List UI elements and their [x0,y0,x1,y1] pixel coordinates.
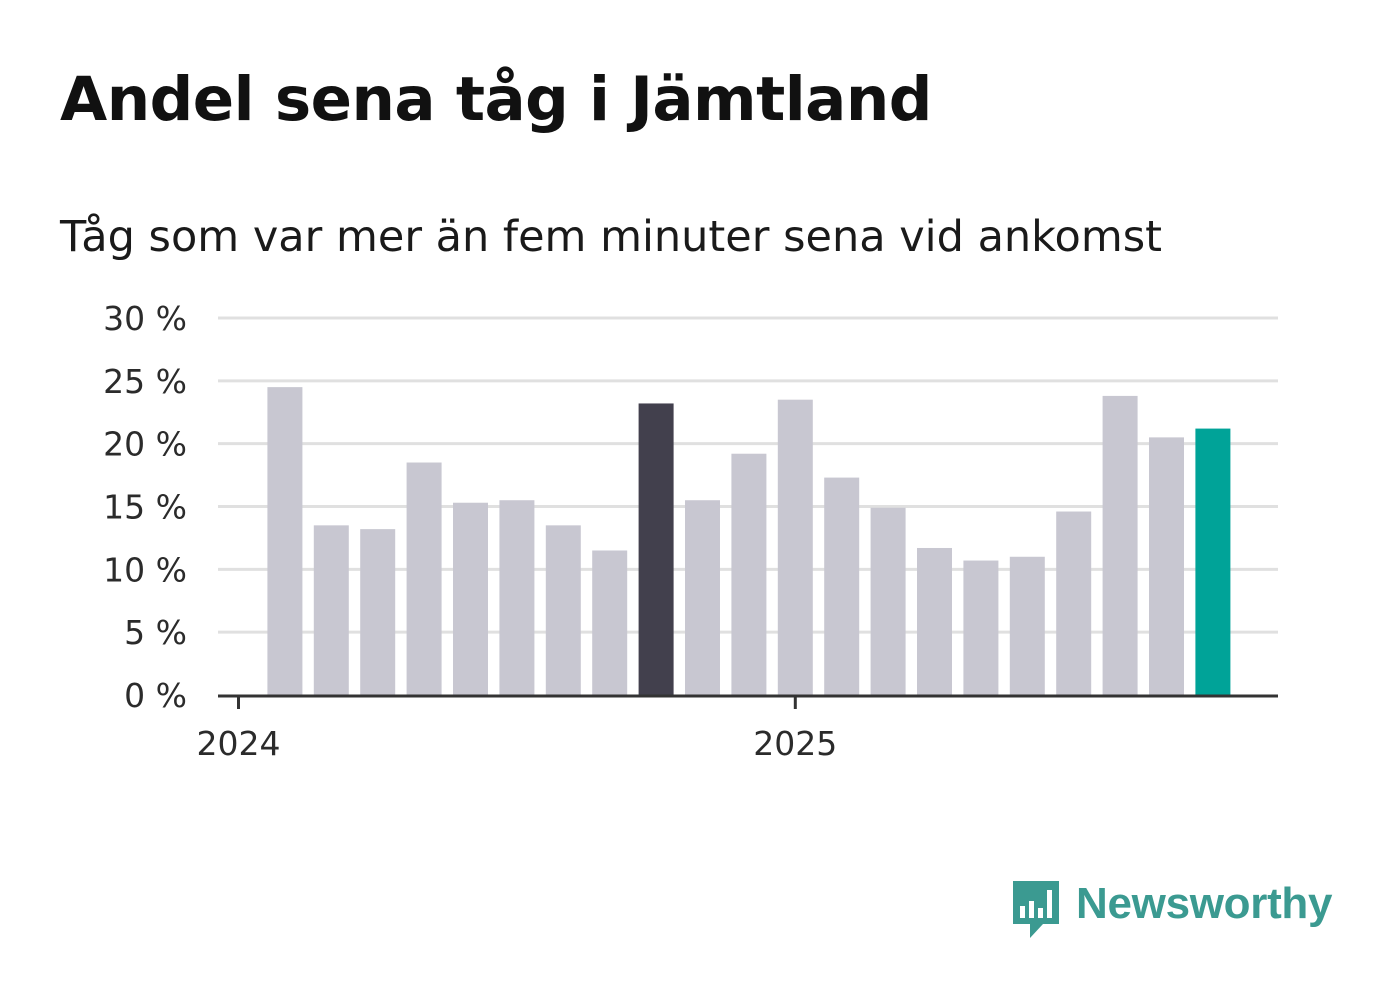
bar-chart: 0 % 5 % 10 % 15 % 20 % 25 % 30 % 2024 2025 [103,299,1278,763]
bar-2024-04 [360,529,396,695]
bar-2024-06 [453,502,488,695]
y-tick-label: 0 % [124,676,187,715]
x-axis-labels: 2024 2025 [197,696,837,763]
bar-2025-02 [824,477,860,695]
chart-title: Andel sena tåg i Jämtland [60,64,932,135]
bar-2024-08 [545,525,581,695]
chart-subtitle: Tåg som var mer än fem minuter sena vid … [60,212,1163,262]
bar-2025-01 [777,399,813,695]
bar-2025-07 [1056,511,1092,695]
bar-2025-04 [917,547,952,695]
bar-2025-06 [1009,556,1045,695]
bar-2024-09 [592,550,628,695]
bar-2024-12 [731,453,767,695]
y-tick-label: 10 % [103,550,187,589]
bar-2024-02 [267,387,303,695]
y-axis-labels: 0 % 5 % 10 % 15 % 20 % 25 % 30 % [103,299,187,715]
x-tick-label: 2025 [753,724,837,763]
y-tick-label: 15 % [103,488,187,527]
bars [267,387,1231,695]
bar-2025-09 [1149,437,1184,695]
newsworthy-chart-bubble-icon [1013,881,1059,938]
bar-2024-05 [406,462,442,695]
y-tick-label: 30 % [103,299,187,338]
bar-2024-07 [499,500,535,695]
bar-2024-11 [685,500,720,695]
bar-2025-05 [963,560,999,695]
bar-2025-10 [1195,428,1231,695]
bar-2024-03 [313,525,349,695]
x-tick-label: 2024 [197,724,281,763]
bar-2025-03 [870,507,906,695]
bar-2024-10 [638,403,674,695]
bar-2025-08 [1102,395,1138,695]
y-tick-label: 20 % [103,425,187,464]
brand-name: Newsworthy [1076,879,1333,928]
y-tick-label: 5 % [124,613,187,652]
newsworthy-logo: Newsworthy [1010,878,1332,940]
y-tick-label: 25 % [103,362,187,401]
